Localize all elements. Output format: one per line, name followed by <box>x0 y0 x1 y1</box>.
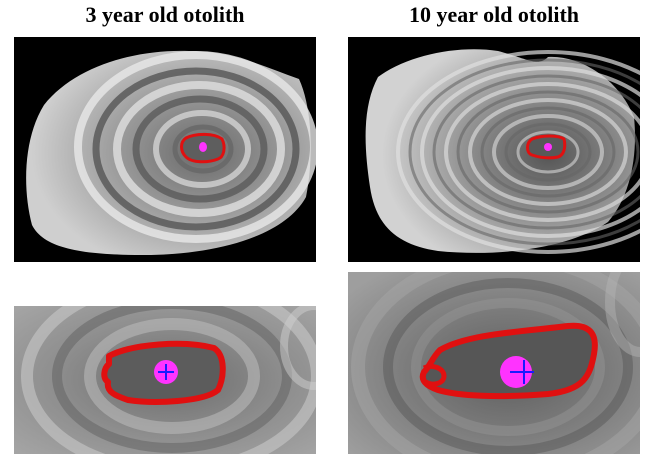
right-column-title: 10 year old otolith <box>408 2 580 27</box>
zoom-rings <box>351 272 640 454</box>
growth-rings <box>396 50 640 254</box>
nucleus-center <box>544 143 552 151</box>
nucleus-center <box>199 142 207 152</box>
10-year-otolith-zoom-svg <box>348 272 640 454</box>
3-year-otolith-nucleus-zoom-image <box>14 306 316 454</box>
growth-rings <box>74 51 316 243</box>
3-year-otolith-full-image <box>14 37 316 262</box>
zoom-rings <box>21 306 316 454</box>
10-year-otolith-full-image <box>348 37 640 262</box>
nucleus-lobe <box>422 363 447 387</box>
center-marker <box>510 360 534 384</box>
10-year-otolith-full-svg <box>348 37 640 262</box>
3-year-otolith-full-svg <box>14 37 316 262</box>
3-year-otolith-zoom-svg <box>14 306 316 454</box>
center-marker <box>158 364 174 380</box>
left-column-title: 3 year old otolith <box>85 2 245 27</box>
10-year-otolith-nucleus-zoom-image <box>348 272 640 454</box>
